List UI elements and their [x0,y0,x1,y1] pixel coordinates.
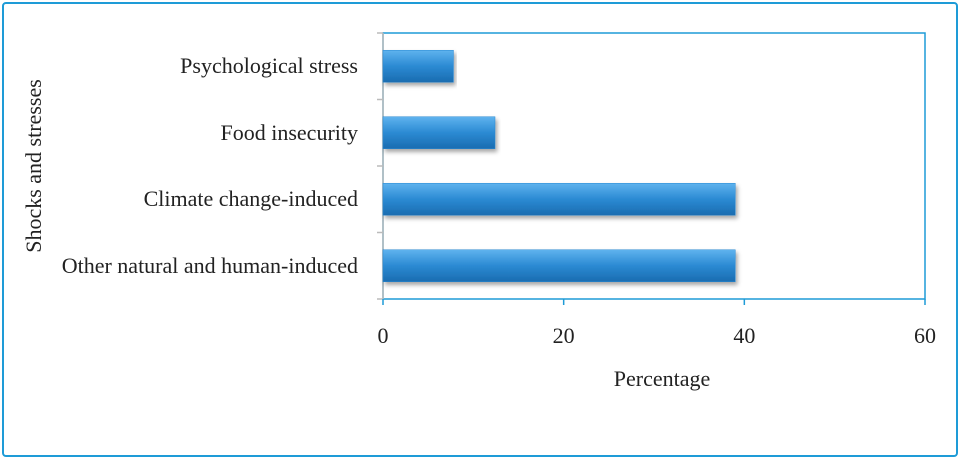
y-tick-label: Food insecurity [220,119,359,145]
y-axis-title: Shocks and stresses [21,79,46,253]
bar [382,50,454,83]
x-tick-label: 60 [914,323,936,348]
y-tick-label: Psychological stress [180,53,358,79]
x-tick-label: 40 [733,323,755,348]
y-tick-label: Climate change-induced [143,186,358,212]
bar [382,116,496,149]
bar [382,249,736,282]
x-tick-label: 0 [378,323,389,348]
x-axis-title: Percentage [614,366,711,391]
bar [382,183,736,216]
x-tick-label: 20 [553,323,575,348]
y-tick-label: Other natural and human-induced [61,252,358,278]
